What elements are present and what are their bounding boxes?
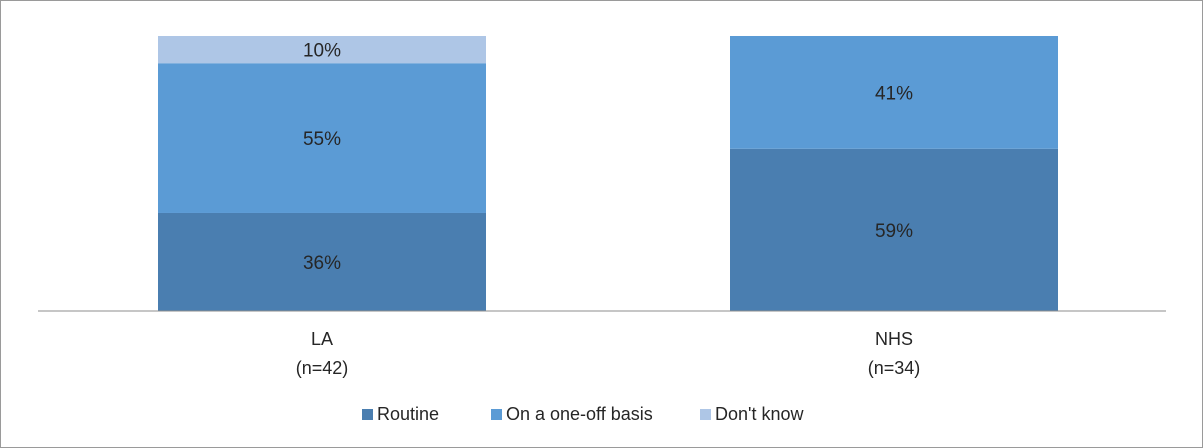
category-label: NHS [875,329,913,349]
bar-la-2 [158,36,486,64]
legend-label: Don't know [715,404,804,424]
legend-swatch [491,409,502,420]
data-label: 41% [875,83,913,104]
data-label: 36% [303,253,341,274]
bar-la-0 [158,212,486,311]
legend-label: On a one-off basis [506,404,653,424]
legend-swatch [362,409,373,420]
category-labels-layer: LA (n=42) NHS (n=34) [296,329,921,378]
bar-la-1 [158,63,486,213]
legend: Routine On a one-off basis Don't know [362,404,804,424]
bars-layer [158,36,1058,311]
data-label: 10% [303,41,341,62]
data-label: 55% [303,129,341,150]
category-sublabel: (n=34) [868,358,921,378]
category-label: LA [311,329,333,349]
data-label: 59% [875,221,913,242]
bar-nhs-1 [730,36,1058,149]
bar-nhs-0 [730,148,1058,311]
data-labels-layer: 36% 55% 10% 59% 41% [303,41,913,274]
legend-swatch [700,409,711,420]
category-sublabel: (n=42) [296,358,349,378]
legend-label: Routine [377,404,439,424]
